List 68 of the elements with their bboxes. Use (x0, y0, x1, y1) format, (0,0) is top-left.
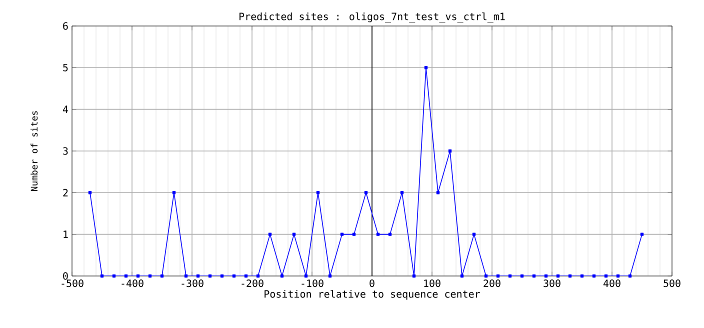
point (316, 191, 320, 194)
point (496, 274, 500, 278)
y-tick-label: 0 (63, 272, 68, 280)
point (232, 274, 236, 278)
point (544, 274, 548, 278)
point (424, 66, 428, 70)
point (256, 274, 260, 278)
point (184, 274, 188, 278)
point (124, 274, 128, 278)
x-tick-label: 0 (370, 280, 374, 288)
point (388, 232, 392, 236)
x-tick-label: 100 (424, 280, 440, 288)
point (592, 274, 596, 278)
point (328, 274, 332, 278)
point (472, 232, 476, 236)
y-tick-label: 5 (63, 64, 68, 72)
point (376, 232, 380, 236)
y-tick-label: 4 (62, 106, 68, 113)
point (520, 274, 524, 278)
point (628, 274, 632, 278)
x-tick-label: -100 (302, 280, 324, 288)
point (616, 274, 620, 278)
x-tick-label: -300 (182, 280, 204, 288)
x-tick-label: -200 (242, 280, 264, 288)
point (580, 274, 584, 278)
y-tick-label: 6 (63, 22, 68, 30)
x-tick-label: 300 (544, 280, 560, 288)
point (244, 274, 248, 278)
point (352, 232, 356, 236)
point (160, 274, 164, 278)
point (412, 274, 416, 278)
point (568, 274, 572, 278)
point (268, 232, 272, 236)
point (220, 274, 224, 278)
y-tick-label: 2 (63, 188, 68, 196)
point (400, 191, 404, 194)
point (604, 274, 608, 278)
point (436, 191, 440, 194)
point (136, 274, 140, 278)
y-tick-label: 3 (63, 147, 68, 155)
point (196, 274, 200, 278)
x-tick-label: 400 (603, 280, 620, 288)
point (100, 274, 104, 278)
y-axis-title: Number of sites (30, 111, 38, 192)
point (508, 274, 512, 278)
point (292, 232, 296, 236)
point (556, 274, 560, 278)
point (280, 274, 284, 278)
chart-title: Predicted sites : oligos_7nt_test_vs_ctrl_m1 (240, 12, 505, 22)
point (112, 274, 116, 278)
point (460, 274, 464, 278)
x-tick-label: -500 (62, 280, 84, 288)
x-tick-label: -400 (122, 280, 144, 288)
point (208, 274, 212, 278)
point (448, 149, 452, 153)
point (304, 274, 308, 278)
point (340, 232, 344, 236)
point (640, 232, 644, 236)
point (532, 274, 536, 278)
point (172, 191, 176, 194)
x-axis-title: Position relative to sequence center (264, 290, 480, 300)
point (148, 274, 152, 278)
x-tick-label: 500 (664, 280, 680, 288)
point (484, 274, 488, 278)
y-tick-label: 1 (64, 230, 68, 238)
x-tick-label: 200 (484, 280, 500, 288)
point (88, 191, 92, 194)
point (364, 191, 368, 194)
